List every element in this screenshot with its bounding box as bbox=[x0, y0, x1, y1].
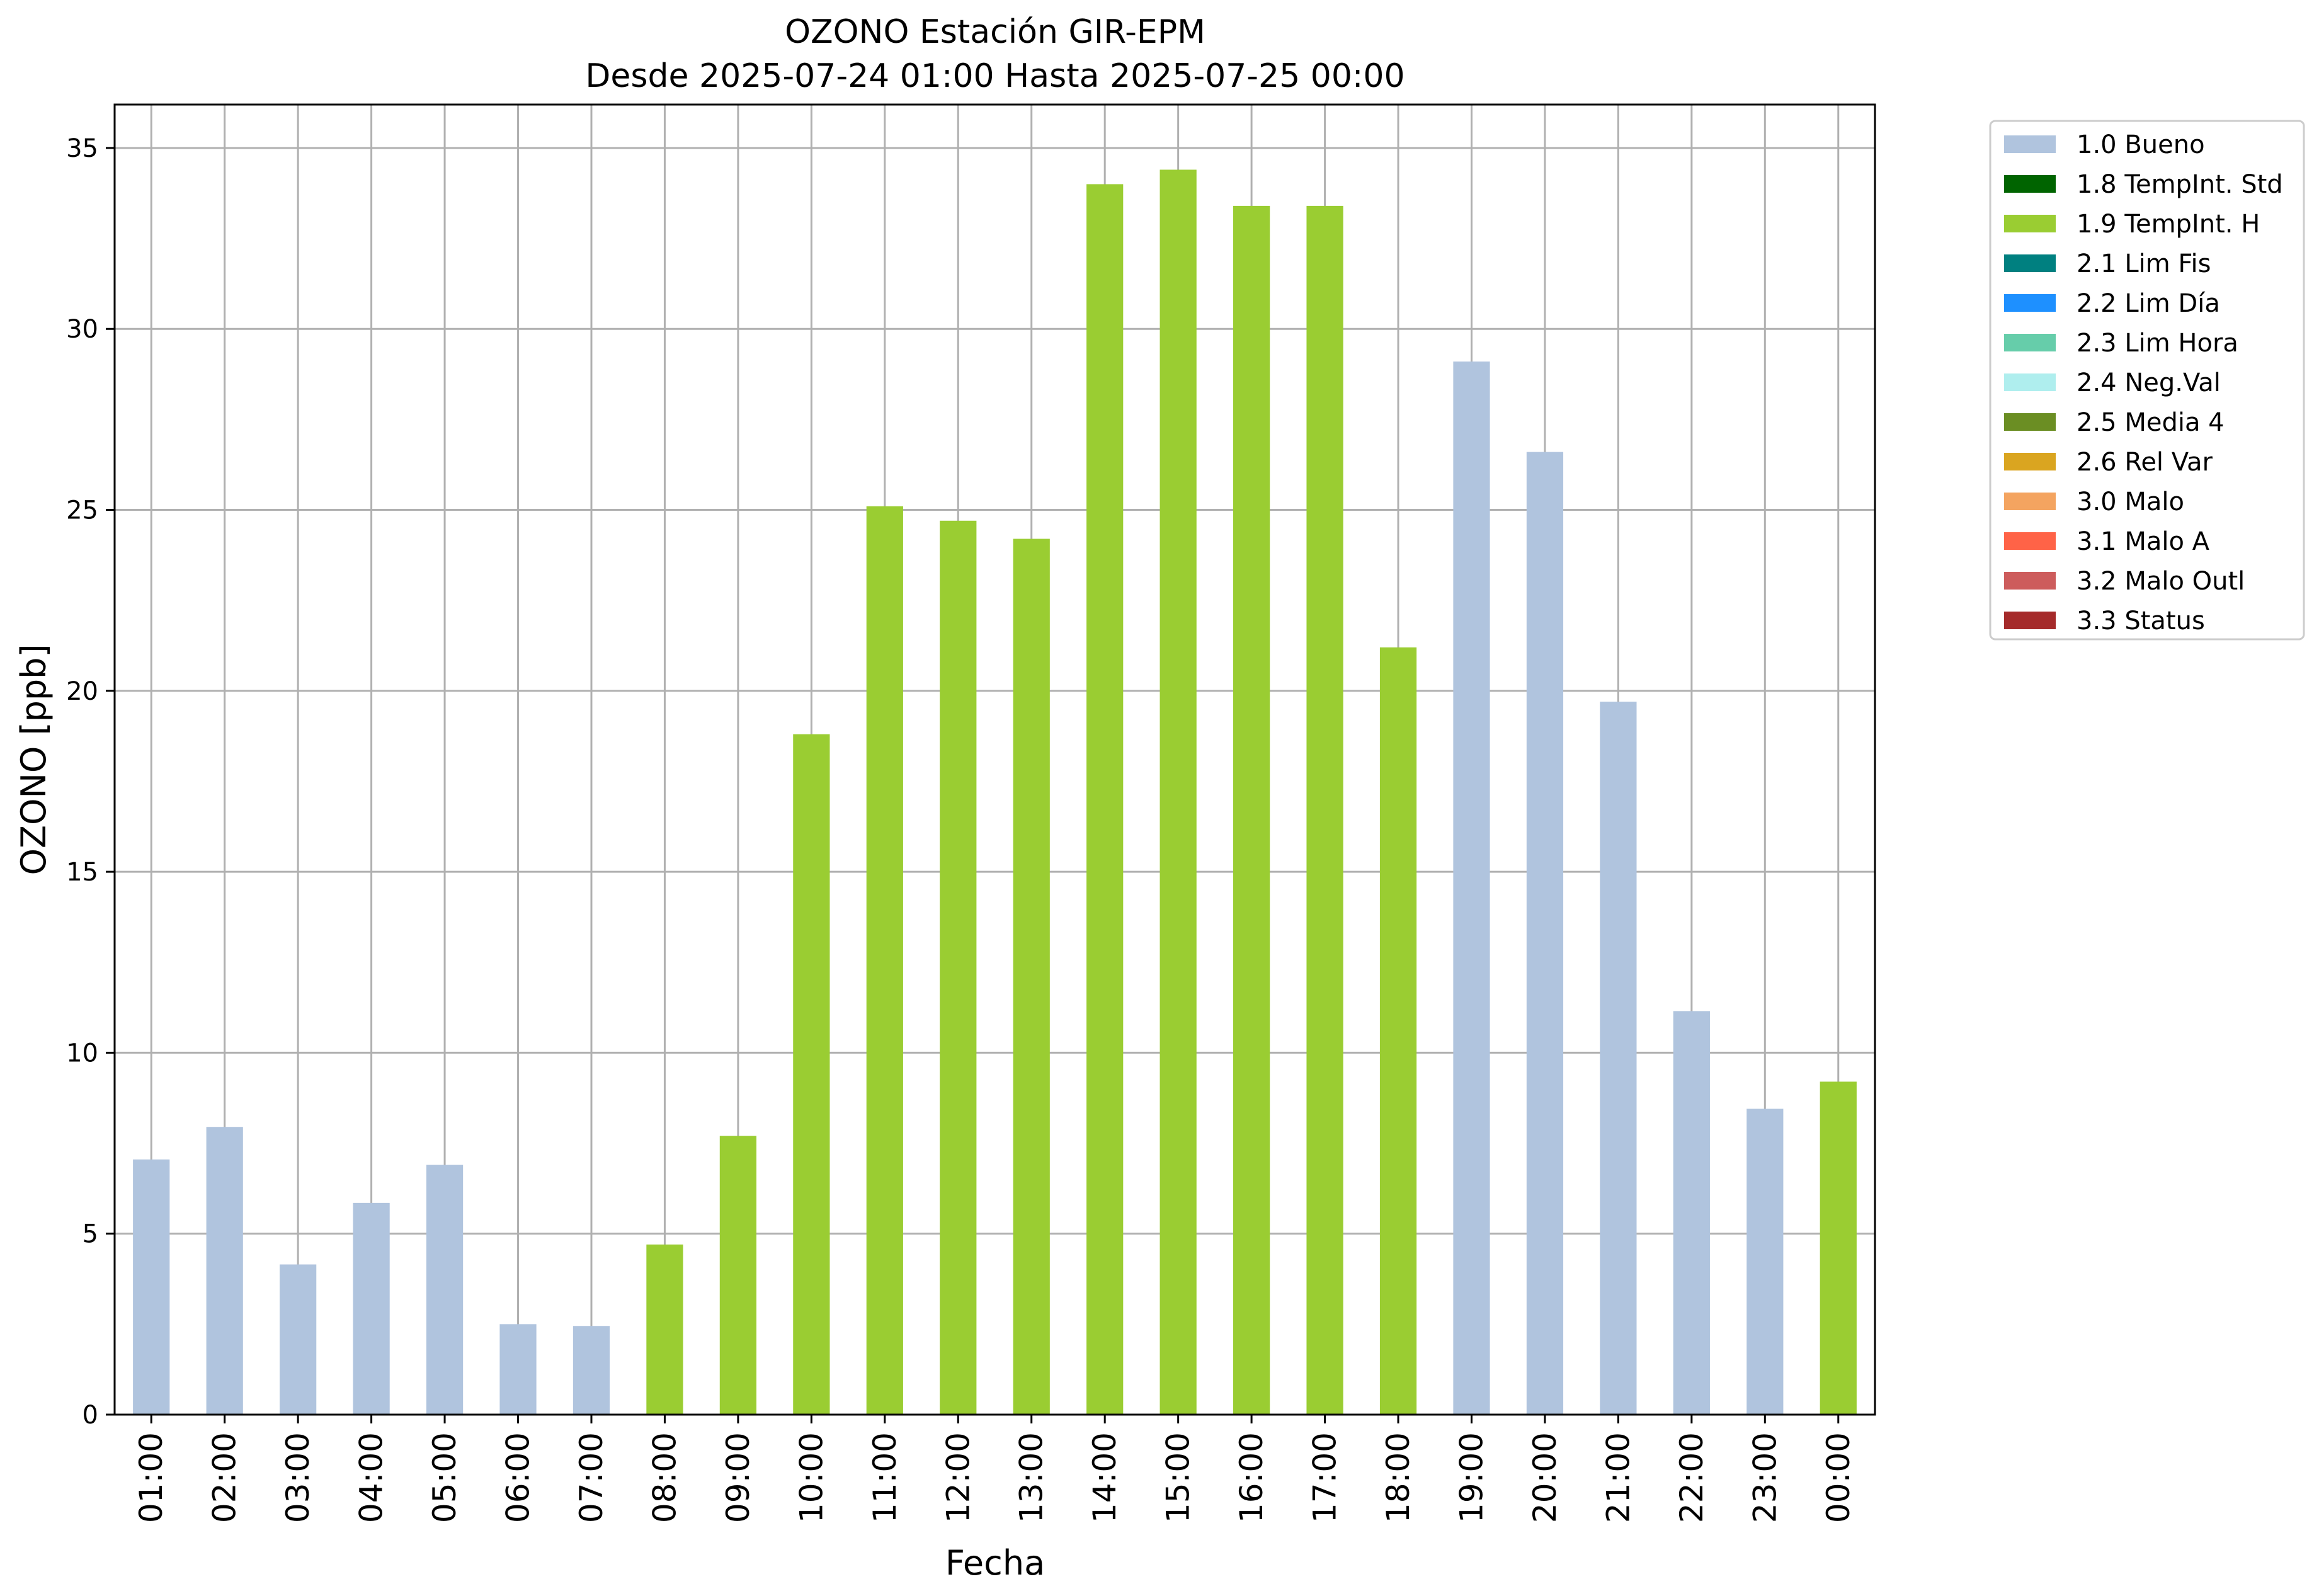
x-tick-label: 06:00 bbox=[500, 1432, 537, 1523]
bar-0300 bbox=[280, 1264, 317, 1415]
plot-frame bbox=[113, 103, 1876, 1416]
bar-0500 bbox=[426, 1165, 464, 1415]
chart-title: OZONO Estación GIR-EPM bbox=[785, 13, 1205, 51]
x-tick-label: 21:00 bbox=[1600, 1432, 1636, 1523]
x-tick-label: 20:00 bbox=[1527, 1432, 1563, 1523]
bar-0000 bbox=[1820, 1081, 1857, 1415]
x-tick-label: 15:00 bbox=[1160, 1432, 1197, 1523]
bar-0700 bbox=[573, 1326, 610, 1415]
legend-label: 2.3 Lim Hora bbox=[2077, 329, 2238, 358]
x-tick-label: 10:00 bbox=[793, 1432, 829, 1523]
y-tick-label: 20 bbox=[66, 677, 98, 706]
x-tick-label: 00:00 bbox=[1820, 1432, 1857, 1523]
legend-swatch bbox=[2004, 413, 2056, 431]
bar-1900 bbox=[1453, 361, 1490, 1415]
bar-0600 bbox=[499, 1324, 537, 1415]
y-tick-label: 5 bbox=[83, 1220, 98, 1249]
legend-swatch bbox=[2004, 612, 2056, 629]
legend-frame bbox=[1989, 120, 2305, 641]
bar-1200 bbox=[940, 520, 977, 1415]
legend-swatch bbox=[2004, 135, 2056, 153]
legend-label: 1.8 TempInt. Std bbox=[2077, 170, 2283, 199]
x-tick-label: 09:00 bbox=[720, 1432, 756, 1523]
y-axis-label: OZONO [ppb] bbox=[14, 644, 54, 875]
y-tick-label: 15 bbox=[66, 858, 98, 887]
legend-swatch bbox=[2004, 572, 2056, 590]
bar-1800 bbox=[1379, 647, 1417, 1415]
legend-swatch bbox=[2004, 334, 2056, 351]
x-tick-label: 22:00 bbox=[1673, 1432, 1710, 1523]
legend-label: 2.1 Lim Fis bbox=[2077, 249, 2211, 278]
bar-2200 bbox=[1673, 1011, 1710, 1415]
legend-label: 2.4 Neg.Val bbox=[2077, 368, 2221, 397]
bar-1000 bbox=[793, 734, 830, 1415]
bar-0200 bbox=[206, 1127, 243, 1415]
bar-1400 bbox=[1086, 184, 1124, 1415]
bar-0800 bbox=[646, 1244, 683, 1415]
bar-2300 bbox=[1746, 1109, 1784, 1415]
x-tick-label: 16:00 bbox=[1233, 1432, 1270, 1523]
bar-1500 bbox=[1160, 169, 1197, 1415]
x-tick-label: 19:00 bbox=[1453, 1432, 1490, 1523]
x-axis-ticks: 01:00 02:00 03:00 04:00 05:00 06:00 07:00 08:00… bbox=[133, 1415, 1857, 1523]
legend-swatch bbox=[2004, 493, 2056, 510]
y-tick-label: 10 bbox=[66, 1039, 98, 1068]
legend-swatch bbox=[2004, 215, 2056, 232]
legend-label: 3.2 Malo Outl bbox=[2077, 567, 2245, 596]
legend-label: 1.9 TempInt. H bbox=[2077, 210, 2260, 239]
bar-1300 bbox=[1013, 539, 1050, 1415]
legend-label: 3.3 Status bbox=[2077, 607, 2205, 636]
legend-swatch bbox=[2004, 532, 2056, 550]
bar-2000 bbox=[1526, 452, 1564, 1415]
x-tick-label: 07:00 bbox=[573, 1432, 610, 1523]
bar-0900 bbox=[719, 1136, 757, 1415]
y-tick-label: 30 bbox=[66, 315, 98, 344]
legend-swatch bbox=[2004, 294, 2056, 312]
legend-label: 2.2 Lim Día bbox=[2077, 289, 2220, 318]
bars bbox=[133, 169, 1857, 1415]
legend-label: 1.0 Bueno bbox=[2077, 130, 2205, 159]
x-tick-label: 14:00 bbox=[1086, 1432, 1123, 1523]
legend-label: 2.5 Media 4 bbox=[2077, 408, 2225, 437]
x-tick-label: 13:00 bbox=[1013, 1432, 1050, 1523]
x-tick-label: 12:00 bbox=[940, 1432, 976, 1523]
x-tick-label: 02:00 bbox=[207, 1432, 243, 1523]
x-tick-label: 08:00 bbox=[646, 1432, 683, 1523]
bar-0100 bbox=[133, 1159, 170, 1415]
bar-1100 bbox=[866, 506, 903, 1415]
x-tick-label: 03:00 bbox=[280, 1432, 316, 1523]
x-tick-label: 04:00 bbox=[353, 1432, 390, 1523]
x-tick-label: 23:00 bbox=[1746, 1432, 1783, 1523]
legend-label: 3.0 Malo bbox=[2077, 487, 2184, 516]
legend-label: 2.6 Rel Var bbox=[2077, 448, 2213, 477]
bar-1700 bbox=[1306, 205, 1343, 1415]
legend-label: 3.1 Malo A bbox=[2077, 527, 2210, 556]
y-tick-label: 25 bbox=[66, 496, 98, 525]
bar-2100 bbox=[1600, 702, 1637, 1415]
bar-1600 bbox=[1233, 205, 1270, 1415]
y-tick-label: 35 bbox=[66, 134, 98, 163]
legend-swatch bbox=[2004, 373, 2056, 391]
y-tick-label: 0 bbox=[83, 1401, 98, 1430]
chart-subtitle: Desde 2025-07-24 01:00 Hasta 2025-07-25 … bbox=[585, 57, 1405, 95]
x-tick-label: 05:00 bbox=[426, 1432, 463, 1523]
x-tick-label: 11:00 bbox=[867, 1432, 903, 1523]
x-axis-label: Fecha bbox=[945, 1543, 1045, 1583]
legend: 1.0 Bueno 1.8 TempInt. Std 1.9 TempInt. H 2… bbox=[1989, 120, 2305, 641]
x-tick-label: 18:00 bbox=[1380, 1432, 1416, 1523]
x-tick-label: 01:00 bbox=[133, 1432, 169, 1523]
x-tick-label: 17:00 bbox=[1307, 1432, 1343, 1523]
legend-swatch bbox=[2004, 453, 2056, 470]
legend-swatch bbox=[2004, 254, 2056, 272]
bar-0400 bbox=[353, 1202, 390, 1415]
y-axis-ticks: 0 5 10 15 20 25 30 35 bbox=[66, 134, 115, 1430]
legend-swatch bbox=[2004, 175, 2056, 193]
